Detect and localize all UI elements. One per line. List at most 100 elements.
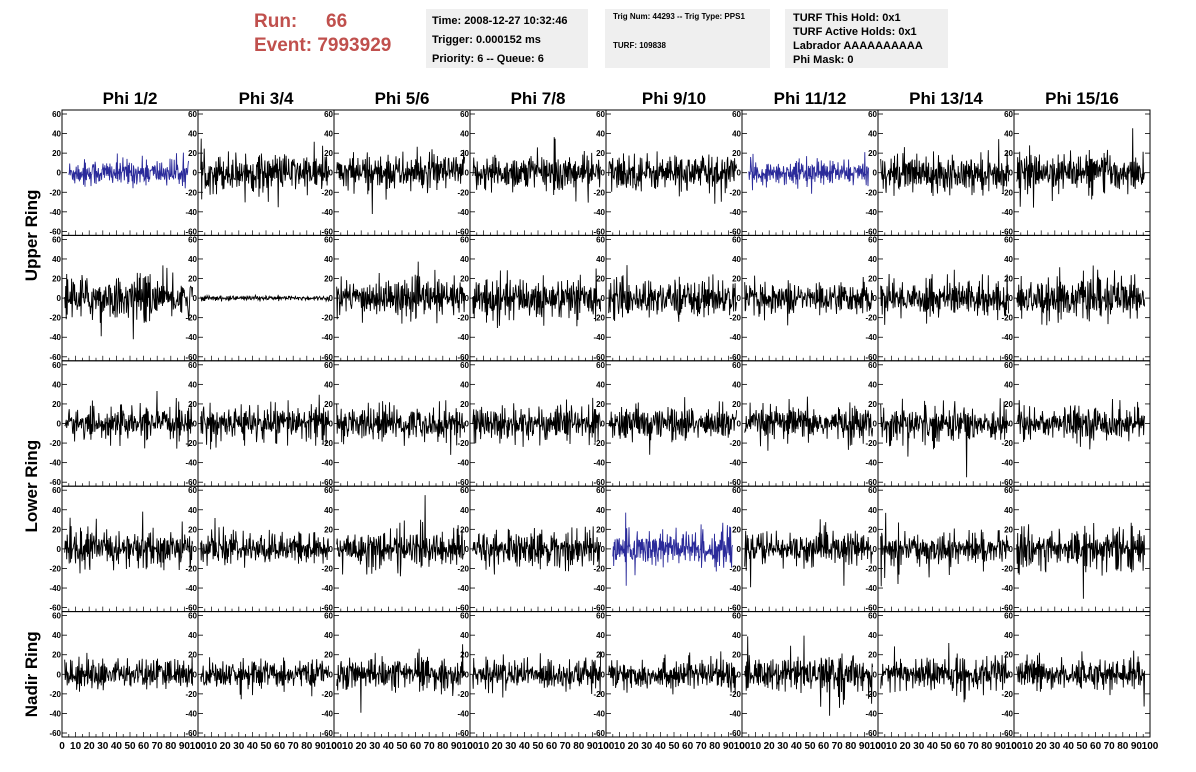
labrador-text: Labrador AAAAAAAAAA: [793, 40, 923, 52]
x-tick-label: 100: [734, 741, 751, 752]
y-tick-label: -20: [1001, 188, 1013, 197]
x-tick-label: 50: [940, 741, 952, 752]
x-tick-label: 90: [1131, 741, 1143, 752]
y-tick-label: 60: [188, 110, 197, 119]
phi-label-2: Phi 3/4: [239, 89, 294, 108]
y-tick-label: 60: [188, 486, 197, 495]
y-tick-label: 0: [1009, 420, 1014, 429]
x-tick-label: 100: [1142, 741, 1159, 752]
y-tick-label: 0: [873, 670, 878, 679]
y-tick-label: -60: [1001, 604, 1013, 613]
y-tick-label: -20: [457, 188, 469, 197]
x-tick-label: 10: [342, 741, 354, 752]
x-tick-label: 10: [70, 741, 82, 752]
y-tick-label: 20: [324, 400, 333, 409]
x-tick-label: 100: [598, 741, 615, 752]
x-tick-label: 20: [492, 741, 504, 752]
waveform-trace-r3-c3: [472, 526, 602, 575]
y-tick-label: -40: [457, 709, 469, 718]
y-tick-label: -60: [49, 604, 61, 613]
y-tick-label: 20: [52, 400, 61, 409]
y-tick-label: 40: [52, 255, 61, 264]
x-tick-label: 60: [410, 741, 422, 752]
y-tick-label: -40: [729, 584, 741, 593]
y-tick-label: 20: [188, 149, 197, 158]
waveform-trace-r0-c6: [880, 139, 1010, 197]
y-tick-label: -40: [185, 459, 197, 468]
x-tick-label: 50: [124, 741, 136, 752]
waveform-trace-r1-c4: [608, 265, 738, 322]
y-tick-label: -60: [457, 478, 469, 487]
y-tick-label: -60: [321, 604, 333, 613]
waveform-trace-r0-c0: [68, 152, 189, 189]
x-tick-label: 10: [478, 741, 490, 752]
y-tick-label: -60: [49, 353, 61, 362]
y-tick-label: -40: [457, 584, 469, 593]
y-tick-label: -60: [865, 729, 877, 738]
x-tick-label: 90: [995, 741, 1007, 752]
y-tick-label: -60: [49, 729, 61, 738]
y-tick-label: 40: [596, 130, 605, 139]
y-tick-label: 40: [52, 506, 61, 515]
x-tick-label: 0: [1011, 741, 1017, 752]
waveform-trace-r4-c6: [880, 642, 1010, 703]
x-tick-label: 70: [1104, 741, 1116, 752]
y-tick-label: -20: [185, 188, 197, 197]
y-tick-label: -20: [457, 439, 469, 448]
x-tick-label: 100: [326, 741, 343, 752]
y-tick-label: 0: [193, 420, 198, 429]
y-tick-label: 20: [324, 149, 333, 158]
waveform-trace-r2-c1: [200, 394, 330, 450]
x-tick-label: 30: [641, 741, 653, 752]
y-tick-label: 40: [52, 380, 61, 389]
y-tick-label: -60: [457, 729, 469, 738]
waveform-trace-r0-c3: [472, 137, 602, 203]
phi-label-5: Phi 9/10: [642, 89, 706, 108]
waveform-trace-r4-c0: [64, 652, 194, 692]
waveform-trace-r2-c5: [744, 396, 874, 451]
x-tick-label: 100: [190, 741, 207, 752]
y-tick-label: 0: [329, 294, 334, 303]
y-tick-label: -40: [593, 208, 605, 217]
y-tick-label: -60: [49, 227, 61, 236]
x-tick-label: 20: [1036, 741, 1048, 752]
x-tick-label: 0: [195, 741, 201, 752]
y-tick-label: -60: [593, 478, 605, 487]
x-tick-label: 40: [1063, 741, 1075, 752]
y-tick-label: -60: [729, 478, 741, 487]
y-tick-label: -20: [1001, 439, 1013, 448]
waveform-trace-r4-c4: [608, 651, 738, 695]
y-tick-label: -20: [457, 690, 469, 699]
y-tick-label: -60: [729, 227, 741, 236]
y-tick-label: 40: [1004, 631, 1013, 640]
trig-num-box: Trig Num: 44293 -- Trig Type: PPS1 TURF:…: [605, 9, 770, 68]
y-tick-label: 60: [596, 361, 605, 370]
y-tick-label: 60: [52, 612, 61, 621]
x-tick-label: 20: [628, 741, 640, 752]
x-tick-label: 40: [927, 741, 939, 752]
y-tick-label: -20: [593, 564, 605, 573]
y-tick-label: 20: [868, 149, 877, 158]
y-tick-label: 60: [1004, 361, 1013, 370]
y-tick-label: 20: [596, 651, 605, 660]
run-event-block: Run: 66 Event: 7993929: [254, 10, 391, 58]
y-tick-label: -40: [865, 584, 877, 593]
y-tick-label: 20: [1004, 651, 1013, 660]
y-tick-label: 40: [732, 255, 741, 264]
waveform-trace-r3-c4: [612, 512, 733, 586]
y-tick-label: -60: [185, 478, 197, 487]
y-tick-label: 20: [460, 651, 469, 660]
waveform-trace-r1-c2: [336, 261, 466, 324]
y-tick-label: 60: [188, 361, 197, 370]
x-tick-label: 0: [739, 741, 745, 752]
y-tick-label: 40: [1004, 130, 1013, 139]
waveform-trace-r3-c6: [880, 512, 1010, 587]
y-tick-label: -20: [865, 314, 877, 323]
y-tick-label: 60: [460, 612, 469, 621]
y-tick-label: 20: [1004, 149, 1013, 158]
y-tick-label: -40: [457, 459, 469, 468]
x-tick-label: 20: [356, 741, 368, 752]
y-tick-label: -20: [865, 439, 877, 448]
event-label: Event:: [254, 35, 313, 56]
x-tick-label: 50: [1076, 741, 1088, 752]
